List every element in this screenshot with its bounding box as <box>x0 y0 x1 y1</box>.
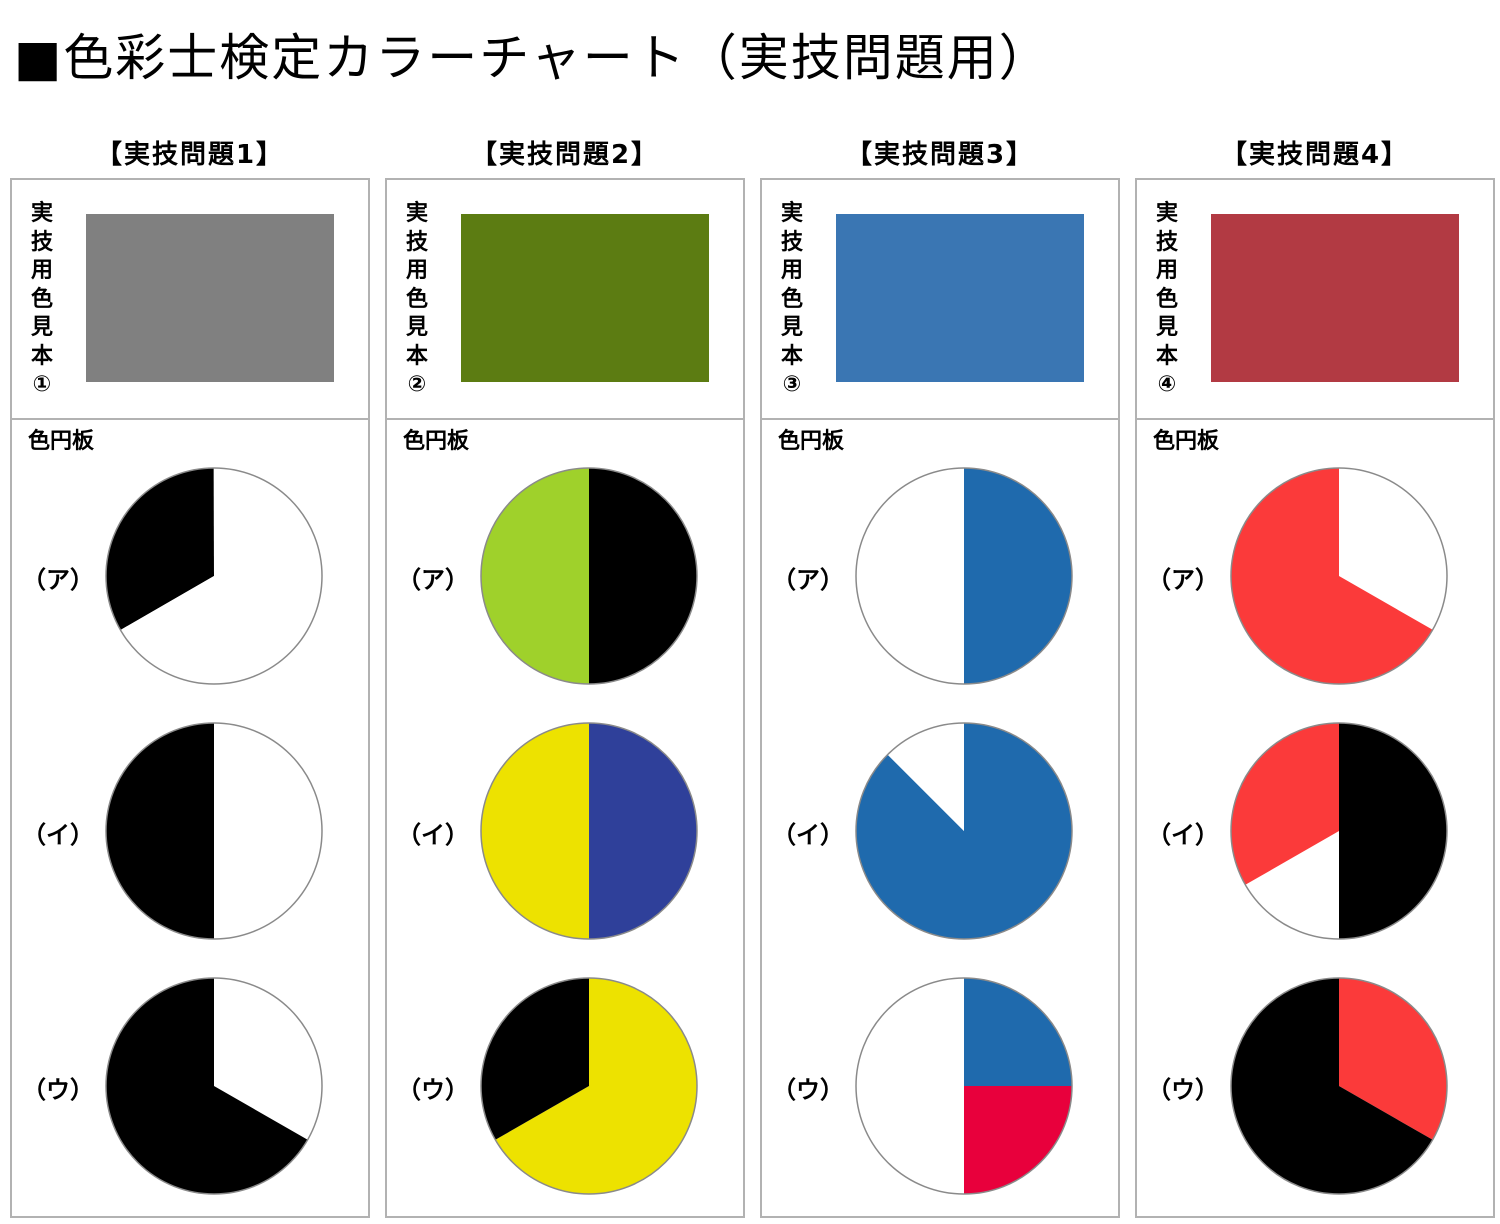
disc-outline <box>105 977 323 1195</box>
problem-panel: 実技用色見本③ 色円板 （ア） （イ） （ウ） <box>760 178 1120 1218</box>
page-title: ■色彩士検定カラーチャート（実技問題用） <box>14 29 1051 87</box>
disc-segment-1 <box>1339 723 1447 939</box>
disc-outline <box>855 722 1073 940</box>
color-disc-i <box>855 722 1073 940</box>
disc-outline <box>105 722 323 940</box>
color-disc-a <box>105 467 323 685</box>
sample-area: 実技用色見本① <box>12 180 368 420</box>
problem-column-3: 【実技問題3】 実技用色見本③ 色円板 （ア） （イ） （ウ） <box>760 130 1120 1220</box>
disc-outline <box>1230 467 1448 685</box>
row-label-u: （ウ） <box>1147 1076 1219 1104</box>
row-label-i: （イ） <box>22 821 94 849</box>
disc-segment-1 <box>1339 978 1447 1140</box>
disc-outline <box>105 467 323 685</box>
sample-caption: 実技用色見本① <box>30 201 53 397</box>
sample-area: 実技用色見本② <box>387 180 743 420</box>
disc-segment-2 <box>887 723 964 831</box>
problem-panel: 実技用色見本④ 色円板 （ア） （イ） （ウ） <box>1135 178 1495 1218</box>
color-swatch <box>86 214 334 382</box>
disc-segment-3 <box>856 978 964 1194</box>
color-disc-a <box>1230 467 1448 685</box>
disc-segment-2 <box>856 468 964 684</box>
sample-caption: 実技用色見本② <box>405 201 428 397</box>
disc-segment-1 <box>855 723 1072 939</box>
disc-segment-1 <box>964 978 1072 1086</box>
row-label-a: （ア） <box>772 566 844 594</box>
disc-outline <box>1230 977 1448 1195</box>
row-label-u: （ウ） <box>22 1076 94 1104</box>
sample-caption: 実技用色見本④ <box>1155 201 1178 397</box>
disc-segment-2 <box>481 723 589 939</box>
disc-segment-2 <box>1230 978 1433 1194</box>
disc-segment-1 <box>214 723 322 939</box>
disc-outline <box>1230 722 1448 940</box>
disc-segment-1 <box>964 468 1072 684</box>
row-label-i: （イ） <box>397 821 469 849</box>
disc-segment-2 <box>105 978 308 1194</box>
disc-segment-1 <box>1339 468 1447 630</box>
color-wheel-label: 色円板 <box>403 429 470 454</box>
problem-column-4: 【実技問題4】 実技用色見本④ 色円板 （ア） （イ） （ウ） <box>1135 130 1495 1220</box>
disc-segment-2 <box>1245 831 1339 939</box>
color-disc-i <box>480 722 698 940</box>
color-disc-a <box>855 467 1073 685</box>
row-label-a: （ア） <box>1147 566 1219 594</box>
problem-label: 【実技問題3】 <box>845 140 1035 170</box>
problem-panel: 実技用色見本① 色円板 （ア） （イ） （ウ） <box>10 178 370 1218</box>
problem-column-1: 【実技問題1】 実技用色見本① 色円板 （ア） （イ） （ウ） <box>10 130 370 1220</box>
color-wheel-label: 色円板 <box>1153 429 1220 454</box>
problem-column-2: 【実技問題2】 実技用色見本② 色円板 （ア） （イ） （ウ） <box>385 130 745 1220</box>
sample-area: 実技用色見本③ <box>762 180 1118 420</box>
row-label-a: （ア） <box>397 566 469 594</box>
disc-segment-2 <box>106 723 214 939</box>
color-disc-u <box>105 977 323 1195</box>
disc-segment-1 <box>214 978 322 1140</box>
color-disc-i <box>1230 722 1448 940</box>
color-disc-u <box>1230 977 1448 1195</box>
disc-segment-2 <box>964 1086 1072 1194</box>
disc-outline <box>480 977 698 1195</box>
disc-segment-2 <box>120 467 323 684</box>
problem-label: 【実技問題1】 <box>95 140 285 170</box>
color-disc-a <box>480 467 698 685</box>
color-disc-u <box>480 977 698 1195</box>
row-label-i: （イ） <box>772 821 844 849</box>
row-label-i: （イ） <box>1147 821 1219 849</box>
color-swatch <box>1211 214 1459 382</box>
color-disc-u <box>855 977 1073 1195</box>
row-label-u: （ウ） <box>397 1076 469 1104</box>
disc-segment-1 <box>589 723 697 939</box>
disc-segment-2 <box>481 978 589 1140</box>
disc-segment-2 <box>1230 468 1433 684</box>
disc-segment-2 <box>481 468 589 684</box>
color-wheel-label: 色円板 <box>778 429 845 454</box>
problem-label: 【実技問題4】 <box>1220 140 1410 170</box>
color-swatch <box>836 214 1084 382</box>
disc-outline <box>855 977 1073 1195</box>
row-label-u: （ウ） <box>772 1076 844 1104</box>
sample-area: 実技用色見本④ <box>1137 180 1493 420</box>
disc-outline <box>480 722 698 940</box>
problem-label: 【実技問題2】 <box>470 140 660 170</box>
sample-caption: 実技用色見本③ <box>780 201 803 397</box>
color-wheel-label: 色円板 <box>28 429 95 454</box>
disc-outline <box>855 467 1073 685</box>
disc-segment-1 <box>589 468 697 684</box>
color-swatch <box>461 214 709 382</box>
disc-outline <box>480 467 698 685</box>
problem-panel: 実技用色見本② 色円板 （ア） （イ） （ウ） <box>385 178 745 1218</box>
disc-segment-3 <box>1231 723 1339 885</box>
disc-segment-1 <box>106 468 214 630</box>
row-label-a: （ア） <box>22 566 94 594</box>
color-disc-i <box>105 722 323 940</box>
disc-segment-1 <box>495 978 698 1194</box>
